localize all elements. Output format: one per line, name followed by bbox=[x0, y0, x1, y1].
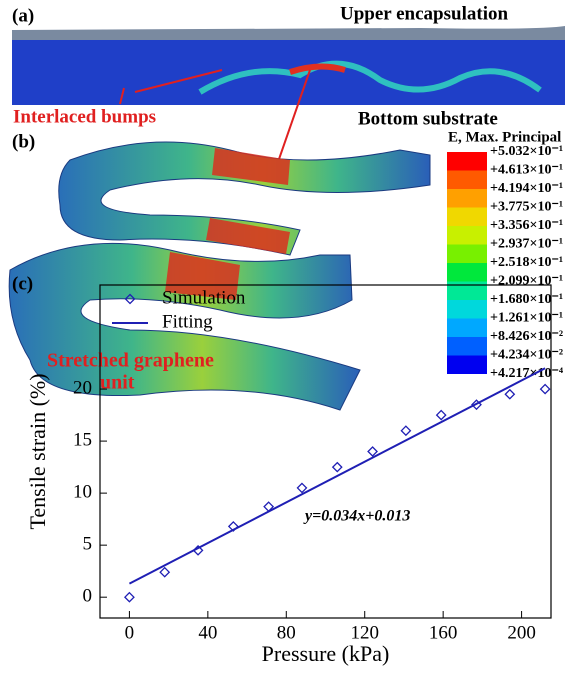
legend-title: E, Max. Principal bbox=[448, 129, 561, 145]
panel-label: (a) bbox=[12, 5, 34, 26]
label: Bottom substrate bbox=[358, 108, 498, 129]
colorbar-label: +2.937×10⁻¹ bbox=[490, 237, 563, 252]
x-tick-label: 0 bbox=[125, 622, 135, 643]
colorbar-label: +8.426×10⁻² bbox=[490, 329, 563, 344]
point bbox=[123, 591, 135, 603]
colorbar bbox=[447, 152, 487, 374]
y-axis-label: Tensile strain (%) bbox=[25, 373, 50, 529]
colorbar-label: +1.680×10⁻¹ bbox=[490, 292, 563, 307]
point bbox=[296, 482, 308, 494]
point bbox=[504, 388, 516, 400]
x-axis-label: Pressure (kPa) bbox=[262, 641, 390, 666]
colorbar-label: +4.234×10⁻² bbox=[490, 348, 563, 363]
x-tick-label: 200 bbox=[507, 622, 536, 643]
y-tick-label: 15 bbox=[73, 429, 92, 450]
ribbon bbox=[58, 141, 431, 256]
stress-zone bbox=[165, 148, 290, 300]
fit-line bbox=[128, 367, 546, 585]
colorbar-label: +3.356×10⁻¹ bbox=[490, 218, 563, 233]
stress-zone bbox=[289, 63, 346, 75]
colorbar-label: +5.032×10⁻¹ bbox=[490, 144, 563, 159]
point bbox=[367, 446, 378, 457]
colorbar-label: +3.775×10⁻¹ bbox=[490, 200, 563, 215]
point bbox=[331, 461, 343, 473]
y-tick-label: 5 bbox=[83, 534, 93, 555]
colorbar-label: +2.099×10⁻¹ bbox=[490, 274, 563, 289]
panel-label: (c) bbox=[12, 273, 33, 294]
colorbar-label: +4.194×10⁻¹ bbox=[490, 181, 563, 196]
encapsulation bbox=[12, 26, 565, 40]
arrow bbox=[134, 69, 223, 93]
y-tick-label: 20 bbox=[73, 377, 92, 398]
colorbar-label: +2.518×10⁻¹ bbox=[490, 255, 563, 270]
point bbox=[539, 383, 551, 395]
y-tick-label: 10 bbox=[73, 481, 92, 502]
panel-a: (a) Upper encapsulation Interlaced bumps… bbox=[12, 3, 565, 186]
plot-frame bbox=[99, 284, 552, 619]
panel-b: (b) E, Max. Principal Stretched graphene… bbox=[8, 129, 561, 411]
x-tick-label: 120 bbox=[350, 622, 379, 643]
point bbox=[400, 425, 412, 437]
x-tick-label: 80 bbox=[277, 622, 296, 643]
y-tick-label: 0 bbox=[83, 586, 93, 607]
x-tick-label: 160 bbox=[429, 622, 458, 643]
legend-swatch bbox=[124, 293, 136, 305]
colorbar-label: +1.261×10⁻¹ bbox=[490, 311, 563, 326]
x-tick-label: 40 bbox=[198, 622, 217, 643]
arrow bbox=[119, 87, 125, 105]
annotation: y=0.034x+0.013 bbox=[303, 508, 410, 525]
point bbox=[159, 566, 171, 578]
label: Interlaced bumps bbox=[13, 106, 156, 127]
annotation: unit bbox=[100, 372, 135, 394]
colorbar-label: +4.217×10⁻⁴ bbox=[490, 366, 564, 381]
legend-label: Simulation bbox=[162, 287, 246, 308]
panel-label: (b) bbox=[12, 131, 35, 152]
label: Upper encapsulation bbox=[340, 3, 508, 24]
point bbox=[435, 409, 447, 421]
colorbar-label: +4.613×10⁻¹ bbox=[490, 163, 563, 178]
annotation: Stretched graphene bbox=[47, 350, 214, 372]
wave bbox=[198, 60, 542, 95]
legend-label: Fitting bbox=[162, 311, 213, 332]
